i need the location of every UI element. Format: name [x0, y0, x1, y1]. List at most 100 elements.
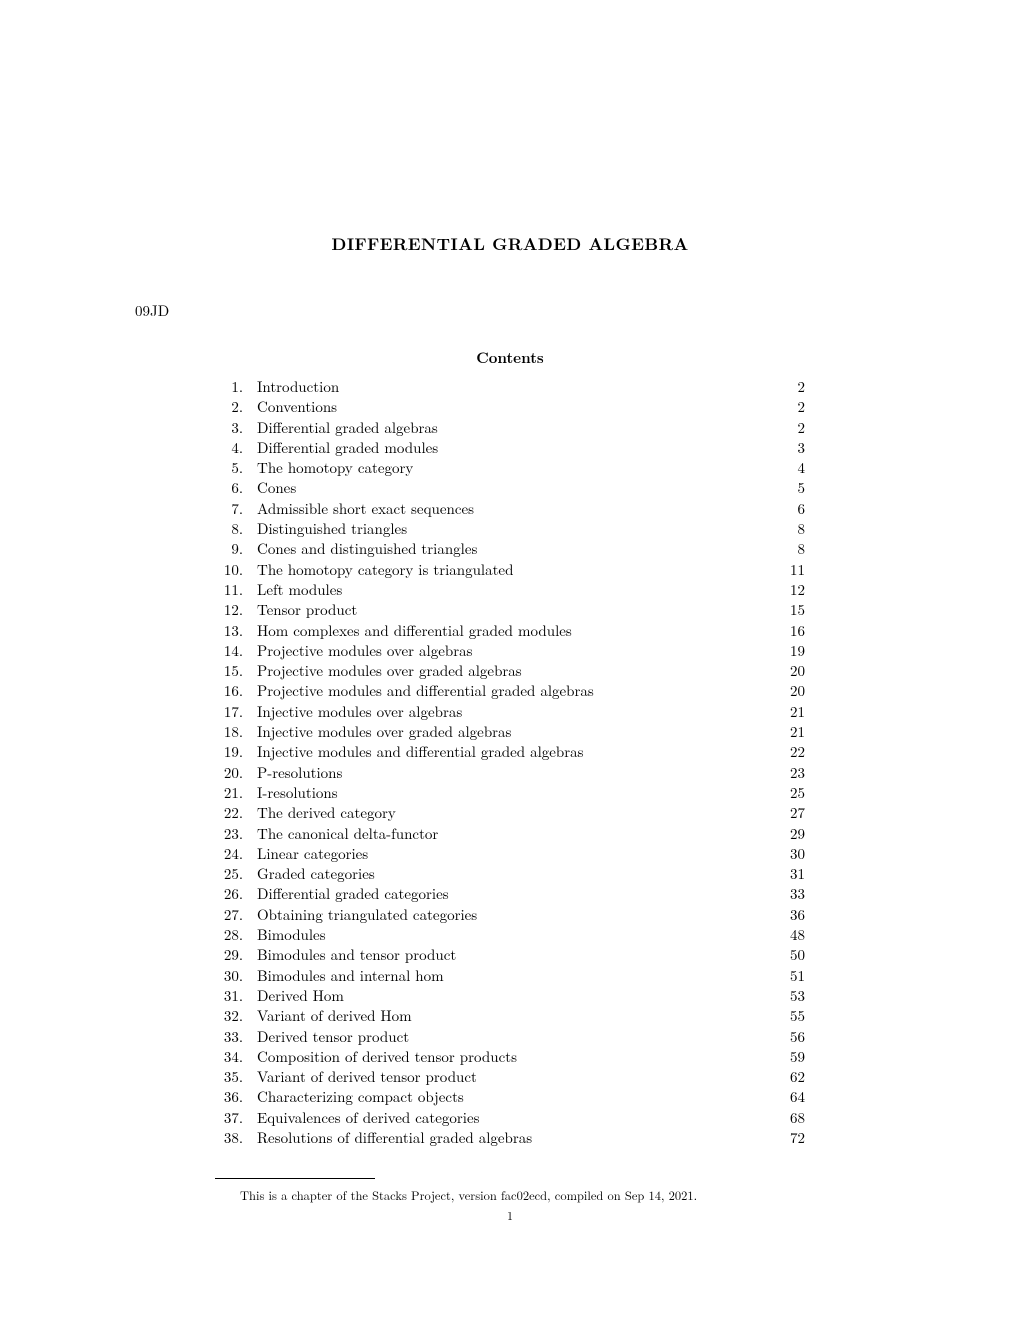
toc-entry-number: 2.	[215, 397, 243, 417]
toc-entry[interactable]: 16.Projective modules and differential g…	[215, 681, 805, 701]
toc-entry-number: 23.	[215, 824, 243, 844]
toc-entry-title: Differential graded categories	[243, 884, 775, 904]
toc-entry-page: 8	[775, 519, 805, 539]
toc-entry-number: 9.	[215, 539, 243, 559]
toc-entry-number: 14.	[215, 641, 243, 661]
footnote-text: This is a chapter of the Stacks Project,…	[240, 1186, 800, 1204]
toc-entry-number: 28.	[215, 925, 243, 945]
toc-entry-title: P-resolutions	[243, 763, 775, 783]
toc-entry-title: Graded categories	[243, 864, 775, 884]
toc-entry[interactable]: 5.The homotopy category4	[215, 458, 805, 478]
toc-entry-number: 8.	[215, 519, 243, 539]
toc-entry-title: Injective modules over graded algebras	[243, 722, 775, 742]
toc-entry-number: 32.	[215, 1006, 243, 1026]
toc-entry[interactable]: 20.P-resolutions23	[215, 763, 805, 783]
toc-entry-page: 8	[775, 539, 805, 559]
toc-entry[interactable]: 1.Introduction2	[215, 377, 805, 397]
footnote-divider	[215, 1178, 375, 1179]
toc-entry-number: 25.	[215, 864, 243, 884]
toc-entry[interactable]: 34.Composition of derived tensor product…	[215, 1047, 805, 1067]
toc-entry-number: 33.	[215, 1027, 243, 1047]
toc-entry[interactable]: 15.Projective modules over graded algebr…	[215, 661, 805, 681]
toc-entry-page: 15	[775, 600, 805, 620]
toc-entry[interactable]: 24.Linear categories30	[215, 844, 805, 864]
toc-entry-title: The derived category	[243, 803, 775, 823]
toc-entry-number: 22.	[215, 803, 243, 823]
toc-entry-title: Injective modules over algebras	[243, 702, 775, 722]
toc-entry[interactable]: 33.Derived tensor product56	[215, 1027, 805, 1047]
toc-entry[interactable]: 12.Tensor product15	[215, 600, 805, 620]
toc-entry[interactable]: 10.The homotopy category is triangulated…	[215, 560, 805, 580]
toc-entry-title: Bimodules	[243, 925, 775, 945]
toc-entry-title: Tensor product	[243, 600, 775, 620]
toc-entry[interactable]: 17.Injective modules over algebras21	[215, 702, 805, 722]
toc-entry[interactable]: 29.Bimodules and tensor product50	[215, 945, 805, 965]
toc-entry-title: Bimodules and internal hom	[243, 966, 775, 986]
toc-entry-page: 19	[775, 641, 805, 661]
toc-entry[interactable]: 21.I-resolutions25	[215, 783, 805, 803]
toc-entry-number: 10.	[215, 560, 243, 580]
toc-entry[interactable]: 6.Cones5	[215, 478, 805, 498]
toc-entry[interactable]: 28.Bimodules48	[215, 925, 805, 945]
toc-entry-number: 18.	[215, 722, 243, 742]
toc-entry[interactable]: 27.Obtaining triangulated categories36	[215, 905, 805, 925]
toc-entry[interactable]: 35.Variant of derived tensor product62	[215, 1067, 805, 1087]
toc-entry-title: Obtaining triangulated categories	[243, 905, 775, 925]
toc-entry-number: 17.	[215, 702, 243, 722]
toc-entry[interactable]: 13.Hom complexes and differential graded…	[215, 621, 805, 641]
toc-entry-number: 20.	[215, 763, 243, 783]
toc-entry-title: Differential graded modules	[243, 438, 775, 458]
toc-entry[interactable]: 3.Differential graded algebras2	[215, 418, 805, 438]
toc-entry-title: Hom complexes and differential graded mo…	[243, 621, 775, 641]
toc-entry[interactable]: 8.Distinguished triangles8	[215, 519, 805, 539]
toc-entry[interactable]: 2.Conventions2	[215, 397, 805, 417]
toc-entry-title: Linear categories	[243, 844, 775, 864]
toc-entry[interactable]: 7.Admissible short exact sequences6	[215, 499, 805, 519]
toc-entry-number: 27.	[215, 905, 243, 925]
toc-entry[interactable]: 25.Graded categories31	[215, 864, 805, 884]
toc-entry[interactable]: 9.Cones and distinguished triangles8	[215, 539, 805, 559]
toc-entry-number: 36.	[215, 1087, 243, 1107]
table-of-contents: 1.Introduction22.Conventions23.Different…	[215, 377, 805, 1148]
toc-entry-page: 4	[775, 458, 805, 478]
toc-entry-page: 23	[775, 763, 805, 783]
toc-entry[interactable]: 22.The derived category27	[215, 803, 805, 823]
toc-entry[interactable]: 23.The canonical delta-functor29	[215, 824, 805, 844]
toc-entry-title: Projective modules and differential grad…	[243, 681, 775, 701]
toc-entry-page: 27	[775, 803, 805, 823]
toc-entry[interactable]: 32.Variant of derived Hom55	[215, 1006, 805, 1026]
toc-entry-page: 2	[775, 377, 805, 397]
toc-entry-page: 12	[775, 580, 805, 600]
contents-heading: Contents	[0, 347, 1020, 368]
toc-entry[interactable]: 30.Bimodules and internal hom51	[215, 966, 805, 986]
toc-entry[interactable]: 19.Injective modules and differential gr…	[215, 742, 805, 762]
toc-entry[interactable]: 14.Projective modules over algebras19	[215, 641, 805, 661]
toc-entry[interactable]: 31.Derived Hom53	[215, 986, 805, 1006]
toc-entry-number: 1.	[215, 377, 243, 397]
toc-entry[interactable]: 37.Equivalences of derived categories68	[215, 1108, 805, 1128]
toc-entry[interactable]: 4.Differential graded modules3	[215, 438, 805, 458]
toc-entry-title: Bimodules and tensor product	[243, 945, 775, 965]
toc-entry[interactable]: 26.Differential graded categories33	[215, 884, 805, 904]
toc-entry-number: 19.	[215, 742, 243, 762]
toc-entry[interactable]: 36.Characterizing compact objects64	[215, 1087, 805, 1107]
document-page: DIFFERENTIAL GRADED ALGEBRA 09JD Content…	[0, 0, 1020, 1320]
toc-entry-page: 64	[775, 1087, 805, 1107]
toc-entry[interactable]: 38.Resolutions of differential graded al…	[215, 1128, 805, 1148]
toc-entry[interactable]: 18.Injective modules over graded algebra…	[215, 722, 805, 742]
chapter-tag: 09JD	[135, 300, 169, 321]
toc-entry-title: Derived Hom	[243, 986, 775, 1006]
toc-entry-title: Resolutions of differential graded algeb…	[243, 1128, 775, 1148]
toc-entry-page: 62	[775, 1067, 805, 1087]
toc-entry-page: 2	[775, 418, 805, 438]
toc-entry-title: The homotopy category	[243, 458, 775, 478]
toc-entry-page: 21	[775, 702, 805, 722]
toc-entry-title: Left modules	[243, 580, 775, 600]
toc-entry-number: 5.	[215, 458, 243, 478]
toc-entry-page: 56	[775, 1027, 805, 1047]
toc-entry-title: Introduction	[243, 377, 775, 397]
toc-entry-page: 33	[775, 884, 805, 904]
toc-entry-title: Admissible short exact sequences	[243, 499, 775, 519]
toc-entry[interactable]: 11.Left modules12	[215, 580, 805, 600]
toc-entry-number: 24.	[215, 844, 243, 864]
